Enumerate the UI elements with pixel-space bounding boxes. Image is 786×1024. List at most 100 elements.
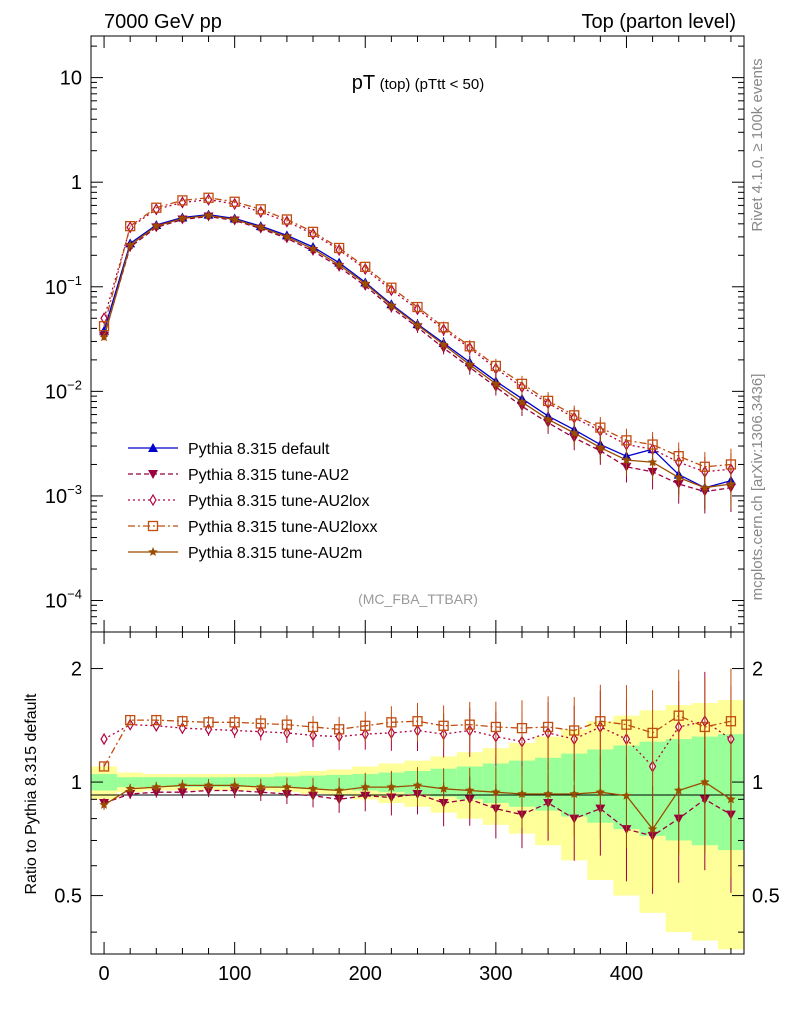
data-point-au2m: [229, 214, 240, 224]
data-point-au2m: [334, 259, 344, 269]
ratio-point-au2loxx: [151, 714, 162, 726]
y-tick-label: 10: [60, 68, 82, 90]
data-point-au2loxx: [177, 195, 188, 206]
data-point-au2loxx: [203, 192, 214, 203]
ratio-y-tick-label-right: 1: [752, 772, 763, 794]
ratio-point-au2loxx: [542, 721, 554, 733]
data-point-au2loxx: [98, 321, 110, 332]
data-point-au2loxx: [647, 439, 658, 450]
ratio-point-au2loxx: [673, 710, 684, 721]
legend-entry-au2m: Pythia 8.315 tune-AU2m: [128, 545, 362, 562]
main-panel: 10 1 10−1 10−2 10−3 10−4 pT (top) (pTtt < 50)…: [45, 35, 745, 633]
legend-label-au2loxx: Pythia 8.315 tune-AU2loxx: [188, 519, 377, 536]
data-point-au2m: [360, 278, 370, 288]
data-point-au2loxx: [125, 220, 136, 232]
data-point-au2m: [726, 479, 736, 489]
series-au2m: [99, 210, 736, 510]
ratio-point-au2loxx: [595, 716, 606, 727]
ratio-panel: 2 2 1 1 0.5 0.5 0 100 200 300 400 Ratio to Pythia …: [23, 631, 780, 985]
data-point-au2m: [438, 339, 449, 349]
data-point-au2loxx: [412, 301, 423, 313]
data-point-au2m: [491, 378, 501, 388]
ratio-y-tick-label-right: 2: [752, 659, 763, 681]
ratio-point-au2m: [282, 782, 292, 792]
main-plot-title-main: pT: [352, 72, 375, 94]
ratio-y-tick-label-right: 0.5: [752, 886, 780, 908]
data-point-au2loxx: [621, 435, 632, 446]
legend-marker-au2loxx: [147, 520, 159, 532]
ratio-point-au2m: [412, 780, 423, 790]
ratio-point-au2m: [543, 789, 553, 798]
ratio-point-au2loxx: [699, 721, 710, 733]
legend-marker-default: [148, 443, 158, 452]
data-point-au2loxx: [438, 322, 449, 333]
y-tick-label: 10−2: [45, 377, 82, 403]
mcplots-side-label: mcplots.cern.ch [arXiv:1306.3436]: [749, 374, 766, 601]
legend-entry-au2lox: Pythia 8.315 tune-AU2lox: [128, 493, 369, 510]
data-point-au2m: [386, 300, 397, 310]
data-point-au2m: [700, 482, 710, 492]
ratio-point-au2m: [256, 782, 266, 792]
ratio-point-au2m: [308, 783, 318, 793]
ratio-point-au2m: [726, 794, 736, 804]
ratio-point-au2m: [203, 780, 214, 790]
data-point-au2loxx: [307, 226, 319, 238]
legend-label-default: Pythia 8.315 default: [188, 441, 330, 458]
data-point-au2loxx: [490, 360, 502, 372]
ratio-point-au2loxx: [464, 719, 475, 730]
ratio-point-au2loxx: [307, 721, 319, 733]
rivet-side-label: Rivet 4.1.0, ≥ 100k events: [749, 58, 766, 231]
ratio-point-au2m: [647, 824, 658, 834]
main-plot-title-sub: (top) (pTtt < 50): [380, 76, 485, 93]
ratio-point-au2loxx: [125, 714, 136, 726]
ratio-point-au2loxx: [569, 725, 580, 736]
band-inner-segment: [117, 777, 144, 788]
ratio-point-au2m: [360, 782, 370, 792]
x-tick-label: 400: [610, 963, 643, 985]
legend-label-au2: Pythia 8.315 tune-AU2: [188, 467, 349, 484]
y-tick-label: 10−1: [45, 273, 82, 299]
ratio-point-au2m: [99, 799, 109, 809]
data-point-au2loxx: [516, 378, 528, 389]
main-plot-title: pT (top) (pTtt < 50): [352, 72, 484, 94]
data-point-au2m: [595, 442, 606, 452]
ratio-point-au2loxx: [412, 716, 423, 727]
y-tick-label: 10−4: [45, 587, 82, 613]
ratio-point-au2loxx: [490, 721, 502, 733]
ratio-point-au2m: [465, 785, 475, 795]
ratio-point-au2loxx: [255, 718, 266, 729]
data-point-au2loxx: [569, 410, 580, 421]
legend-entry-au2loxx: Pythia 8.315 tune-AU2loxx: [128, 519, 377, 536]
data-point-au2loxx: [542, 395, 554, 407]
data-point-au2loxx: [333, 242, 345, 254]
x-tick-label: 0: [98, 963, 109, 985]
data-point-au2loxx: [464, 341, 475, 352]
data-point-au2m: [151, 221, 162, 231]
ratio-point-au2loxx: [203, 717, 214, 728]
data-point-au2m: [412, 320, 423, 330]
data-point-au2m: [569, 428, 579, 437]
ratio-y-axis-label: Ratio to Pythia 8.315 default: [23, 693, 40, 895]
ratio-point-au2m: [569, 789, 579, 798]
ratio-point-au2m: [491, 787, 501, 797]
data-point-au2m: [282, 231, 292, 241]
ratio-point-au2m: [386, 782, 397, 792]
band-inner-segment: [91, 774, 118, 791]
data-point-au2m: [647, 457, 658, 467]
data-point-au2loxx: [281, 214, 293, 225]
ratio-point-au2m: [151, 782, 162, 792]
ratio-plot-frame: [90, 631, 745, 955]
data-point-au2m: [203, 210, 214, 220]
ratio-point-au2: [177, 788, 188, 798]
data-point-au2m: [256, 222, 266, 232]
ratio-point-au2loxx: [621, 719, 632, 730]
x-tick-label: 200: [349, 963, 382, 985]
ratio-point-au2loxx: [177, 716, 188, 727]
ratio-point-au2loxx: [281, 719, 293, 730]
data-point-au2m: [99, 332, 109, 342]
data-point-au2m: [621, 455, 632, 465]
data-point-au2loxx: [673, 451, 684, 462]
legend: Pythia 8.315 default Pythia 8.315 tune-AU…: [128, 441, 377, 562]
legend-marker-au2: [148, 470, 158, 479]
